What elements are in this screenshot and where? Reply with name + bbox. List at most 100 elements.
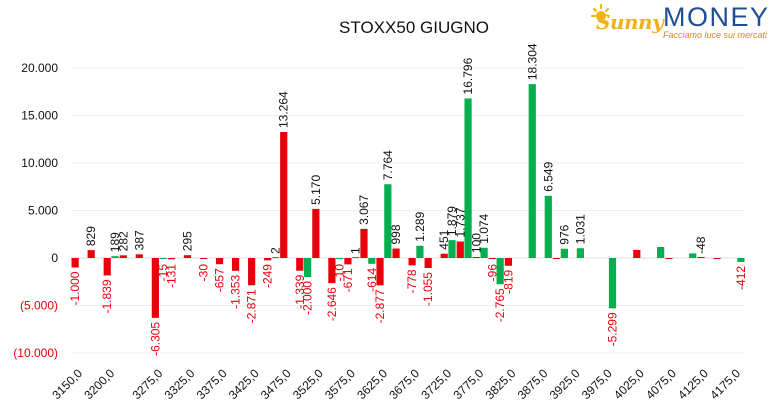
y-tick-label: (10.000) (13, 346, 58, 360)
x-tick-label: 3575,0 (322, 366, 358, 402)
data-label: -778 (405, 269, 419, 293)
bar (713, 258, 721, 259)
x-tick-label: 3825,0 (483, 366, 519, 402)
bar (159, 258, 167, 259)
data-label: -2.871 (245, 289, 259, 323)
x-tick-label: 3200,0 (81, 366, 117, 402)
bar (135, 254, 143, 258)
y-tick-label: (5.000) (20, 299, 58, 313)
bar (608, 258, 617, 309)
bar (496, 258, 504, 285)
data-label: 295 (180, 231, 194, 251)
data-label: -249 (261, 264, 275, 288)
bar (103, 258, 111, 276)
bar (271, 257, 280, 258)
data-label: 2 (269, 247, 283, 254)
logo-brand-right: MONEY (663, 2, 770, 32)
bar (167, 258, 176, 260)
data-label: -96 (485, 264, 499, 282)
bar (408, 258, 416, 266)
bar (528, 84, 536, 258)
data-label: -48 (694, 236, 708, 254)
bar (199, 258, 208, 259)
data-label: -2.877 (373, 289, 387, 323)
data-label: 1.879 (445, 206, 459, 236)
data-label: -1.000 (68, 271, 82, 305)
x-tick-label: 3725,0 (418, 366, 454, 402)
logo-brand-left: Sunny (596, 10, 664, 34)
data-label: -1.339 (293, 274, 307, 308)
x-tick-label: 3150,0 (49, 366, 85, 402)
y-tick-label: 0 (51, 251, 58, 265)
bar (657, 247, 665, 258)
data-label: -6.305 (148, 322, 162, 356)
data-label: -5.299 (606, 312, 620, 346)
sunny-money-logo: Sunny MONEY Facciamo luce sui mercati (590, 2, 770, 44)
data-label: 1.031 (573, 214, 587, 244)
y-tick-label: 5.000 (28, 204, 58, 218)
bar (111, 256, 119, 258)
logo-tagline: Facciamo luce sui mercati (663, 30, 768, 40)
data-label: 282 (116, 231, 130, 251)
data-label: -131 (164, 264, 178, 288)
bar (576, 248, 584, 258)
bar (296, 258, 304, 271)
data-label: -1.055 (421, 272, 435, 306)
bar (480, 247, 488, 258)
data-label: -2.765 (493, 288, 507, 322)
data-label: -1.839 (100, 279, 114, 313)
bar (280, 131, 288, 258)
data-label: 18.304 (525, 43, 539, 80)
data-label: -412 (734, 266, 748, 290)
bar (215, 258, 224, 265)
x-tick-label: 3375,0 (194, 366, 230, 402)
data-label: -30 (197, 264, 211, 282)
gridlines (71, 67, 745, 354)
data-label: -2.000 (301, 281, 315, 315)
data-label: 1.737 (453, 207, 467, 237)
bar (464, 98, 472, 258)
bar (424, 258, 432, 269)
bars (71, 84, 745, 318)
bar (71, 258, 79, 268)
bar (384, 184, 392, 258)
x-tick-label: 3925,0 (547, 366, 583, 402)
bar (472, 257, 480, 258)
x-tick-label: 3975,0 (579, 366, 615, 402)
bar (87, 250, 95, 258)
bar (504, 258, 513, 266)
x-tick-label: 3625,0 (354, 366, 390, 402)
bar (633, 249, 641, 258)
data-label: 100 (469, 233, 483, 253)
bar (440, 253, 448, 258)
data-label: 1.074 (477, 213, 491, 243)
data-label: 451 (437, 229, 451, 249)
bar (448, 240, 456, 258)
bar (456, 241, 464, 258)
bar (352, 257, 360, 258)
bar (368, 258, 376, 264)
bar (665, 258, 673, 259)
bar (689, 253, 697, 258)
data-label: 3.067 (357, 195, 371, 225)
chart-title: STOXX50 GIUGNO (339, 18, 489, 37)
y-tick-label: 15.000 (21, 109, 58, 123)
bar (376, 258, 384, 286)
data-label: -657 (213, 268, 227, 292)
bar (416, 245, 424, 258)
data-label: -10 (333, 264, 347, 282)
data-label: 1.289 (413, 211, 427, 241)
bar (303, 258, 312, 277)
y-tick-label: 20.000 (21, 61, 58, 75)
x-tick-label: 3475,0 (258, 366, 294, 402)
data-label: 829 (84, 226, 98, 246)
y-tick-label: 10.000 (21, 156, 58, 170)
data-label: 387 (132, 230, 146, 250)
bar (344, 258, 352, 265)
data-label: -671 (341, 268, 355, 292)
bar (697, 257, 705, 258)
x-tick-label: 3775,0 (450, 366, 486, 402)
